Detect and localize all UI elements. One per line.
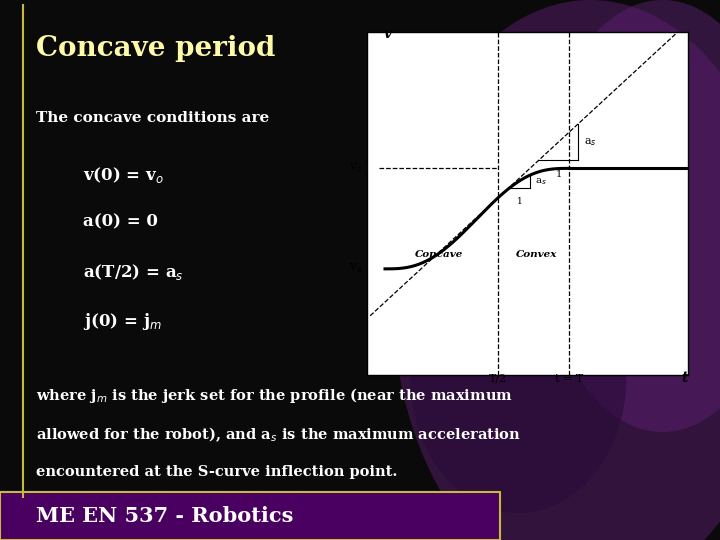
Text: 1: 1 — [555, 170, 562, 179]
Text: a(T/2) = a$_s$: a(T/2) = a$_s$ — [83, 262, 184, 282]
Text: a$_s$: a$_s$ — [584, 136, 596, 148]
Text: Concave period: Concave period — [36, 35, 275, 62]
Text: t = T: t = T — [555, 374, 583, 384]
Text: allowed for the robot), and a$_s$ is the maximum acceleration: allowed for the robot), and a$_s$ is the… — [36, 426, 521, 444]
Text: T/2: T/2 — [489, 374, 507, 384]
Text: v$_o$: v$_o$ — [348, 262, 363, 275]
Text: where j$_{m}$ is the jerk set for the profile (near the maximum: where j$_{m}$ is the jerk set for the pr… — [36, 386, 513, 405]
Ellipse shape — [410, 243, 626, 513]
Text: 1: 1 — [517, 197, 523, 206]
Text: a$_s$: a$_s$ — [535, 176, 546, 187]
Ellipse shape — [536, 0, 720, 432]
Text: t: t — [682, 371, 688, 385]
Text: encountered at the S-curve inflection point.: encountered at the S-curve inflection po… — [36, 465, 397, 479]
Text: a(0) = 0: a(0) = 0 — [83, 213, 158, 230]
Text: j(0) = j$_m$: j(0) = j$_m$ — [83, 310, 161, 332]
Ellipse shape — [392, 0, 720, 540]
Bar — [0, 492, 500, 540]
Text: v: v — [384, 27, 392, 41]
Text: ME EN 537 - Robotics: ME EN 537 - Robotics — [36, 506, 293, 526]
Text: Concave: Concave — [415, 249, 463, 259]
Text: v(0) = v$_o$: v(0) = v$_o$ — [83, 165, 164, 185]
Text: The concave conditions are: The concave conditions are — [36, 111, 269, 125]
Text: Convex: Convex — [516, 249, 557, 259]
Text: v$_s$: v$_s$ — [349, 162, 363, 175]
